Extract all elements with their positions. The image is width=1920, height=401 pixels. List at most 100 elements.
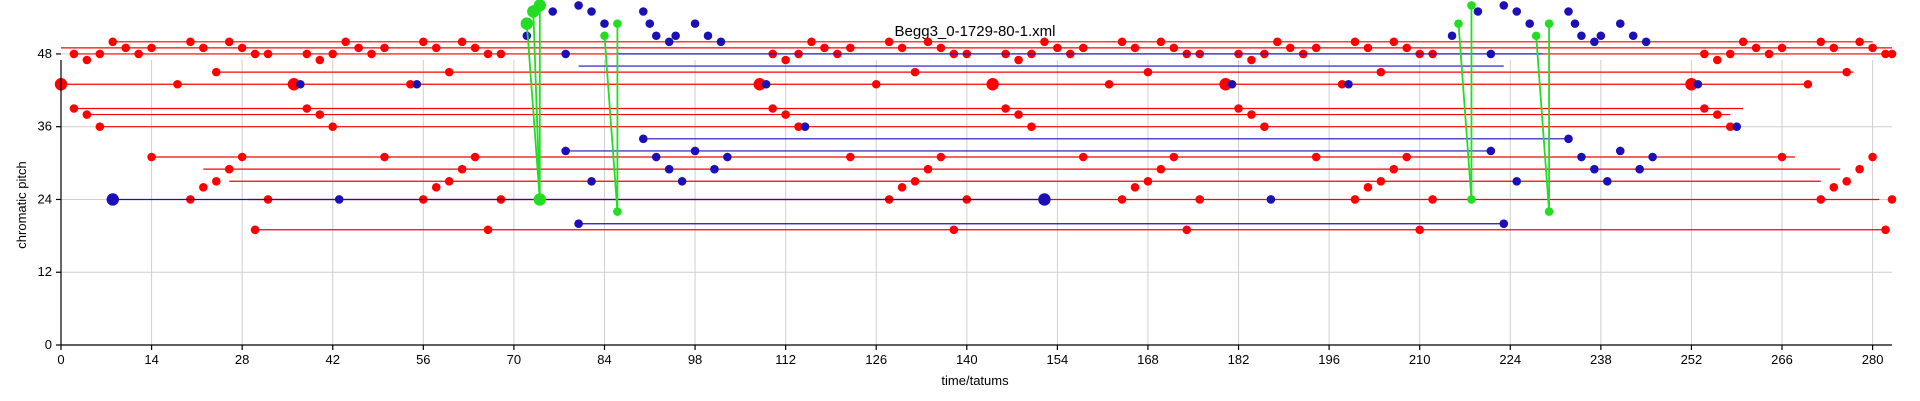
red-note-point (1350, 195, 1360, 204)
red-note-point (1725, 122, 1735, 132)
red-note-point (1078, 43, 1088, 53)
red-note-point (406, 79, 415, 89)
red-note-point (1428, 195, 1437, 204)
red-note-point (470, 43, 480, 53)
blue-note-point (645, 19, 655, 28)
red-note-point (1363, 183, 1373, 192)
red-note-point (211, 67, 221, 77)
red-note-point (1311, 152, 1321, 162)
x-tick-label: 168 (1137, 352, 1159, 367)
red-note-point (1868, 152, 1877, 162)
blue-note-point (1615, 19, 1625, 28)
red-note-point (224, 164, 234, 174)
red-note-point (1829, 183, 1839, 192)
blue-note-point (1648, 152, 1657, 162)
red-note-point (199, 183, 208, 192)
blue-note-point (1499, 219, 1509, 229)
red-note-point (1855, 37, 1864, 47)
red-note-point (910, 176, 920, 186)
blue-note-point (574, 1, 583, 10)
red-note-point (1260, 122, 1269, 132)
red-note-point (328, 49, 338, 59)
red-note-point (936, 43, 946, 53)
x-tick-label: 84 (597, 352, 611, 367)
red-note-point (1376, 176, 1386, 186)
red-note-point (1685, 78, 1698, 91)
blue-series (106, 1, 1742, 229)
red-note-point (69, 49, 79, 59)
red-note-point (1195, 195, 1205, 204)
red-note-point (1078, 152, 1088, 162)
red-note-point (1842, 67, 1852, 77)
red-note-point (496, 49, 506, 59)
red-note-point (923, 37, 933, 47)
y-axis-label: chromatic pitch (14, 161, 29, 248)
red-note-point (1777, 152, 1787, 162)
red-note-point (1700, 104, 1709, 113)
blue-note-point (1615, 146, 1625, 156)
red-note-point (1130, 183, 1140, 192)
red-note-point (1001, 104, 1010, 113)
red-note-point (367, 49, 376, 59)
red-note-point (173, 79, 182, 89)
blue-note-point (1564, 7, 1573, 16)
x-tick-label: 266 (1771, 352, 1793, 367)
red-note-point (986, 78, 999, 91)
green-note-point (520, 17, 534, 30)
red-note-point (1169, 152, 1179, 162)
blue-note-point (1473, 7, 1483, 16)
x-tick-label: 112 (775, 352, 796, 367)
blue-note-point (638, 134, 648, 144)
blue-note-point (574, 219, 583, 229)
plot-area (54, 0, 1897, 235)
red-note-point (186, 37, 195, 47)
red-note-point (846, 152, 855, 162)
x-tick-label: 196 (1318, 352, 1340, 367)
green-segment (1457, 23, 1473, 200)
green-note-point (1467, 195, 1476, 204)
blue-note-point (1038, 193, 1051, 206)
red-note-point (1881, 49, 1890, 59)
red-note-point (910, 67, 920, 77)
x-tick-label: 182 (1228, 352, 1250, 367)
blue-note-point (761, 79, 771, 89)
blue-note-point (412, 79, 422, 89)
red-note-point (237, 152, 247, 162)
green-series (520, 0, 1554, 216)
axes: 0 14 28 42 56 70 84 98 112 126 140 154 168 182 196 210 2… (38, 46, 1892, 367)
red-note-point (1751, 43, 1761, 53)
red-note-point (1868, 43, 1877, 53)
blue-note-point (1266, 195, 1276, 204)
green-note-point (1454, 19, 1463, 28)
blue-note-point (1577, 31, 1586, 41)
red-note-point (457, 164, 467, 174)
red-note-point (1014, 55, 1023, 65)
blue-note-point (1628, 31, 1638, 41)
blue-note-point (1641, 37, 1651, 47)
red-note-point (95, 49, 105, 59)
y-tick-label: 0 (45, 337, 52, 352)
blue-note-point (690, 146, 700, 156)
y-tick-label: 12 (38, 264, 52, 279)
blue-note-point (1499, 1, 1509, 10)
red-note-point (483, 225, 493, 235)
red-note-point (211, 176, 221, 186)
red-note-point (315, 55, 325, 65)
red-note-point (1803, 79, 1813, 89)
x-tick-label: 28 (235, 352, 249, 367)
red-series (54, 37, 1897, 235)
red-note-point (82, 110, 92, 119)
red-note-point (753, 78, 766, 91)
red-note-point (1402, 43, 1412, 53)
red-note-point (1053, 43, 1062, 53)
red-note-point (1117, 195, 1127, 204)
red-note-point (794, 122, 803, 132)
red-note-point (315, 110, 325, 119)
blue-note-point (664, 164, 674, 174)
red-note-point (444, 176, 454, 186)
blue-note-point (1447, 31, 1457, 41)
red-note-point (820, 43, 829, 53)
red-note-point (1415, 225, 1424, 235)
x-tick-label: 98 (688, 352, 702, 367)
blue-note-point (1635, 164, 1644, 174)
